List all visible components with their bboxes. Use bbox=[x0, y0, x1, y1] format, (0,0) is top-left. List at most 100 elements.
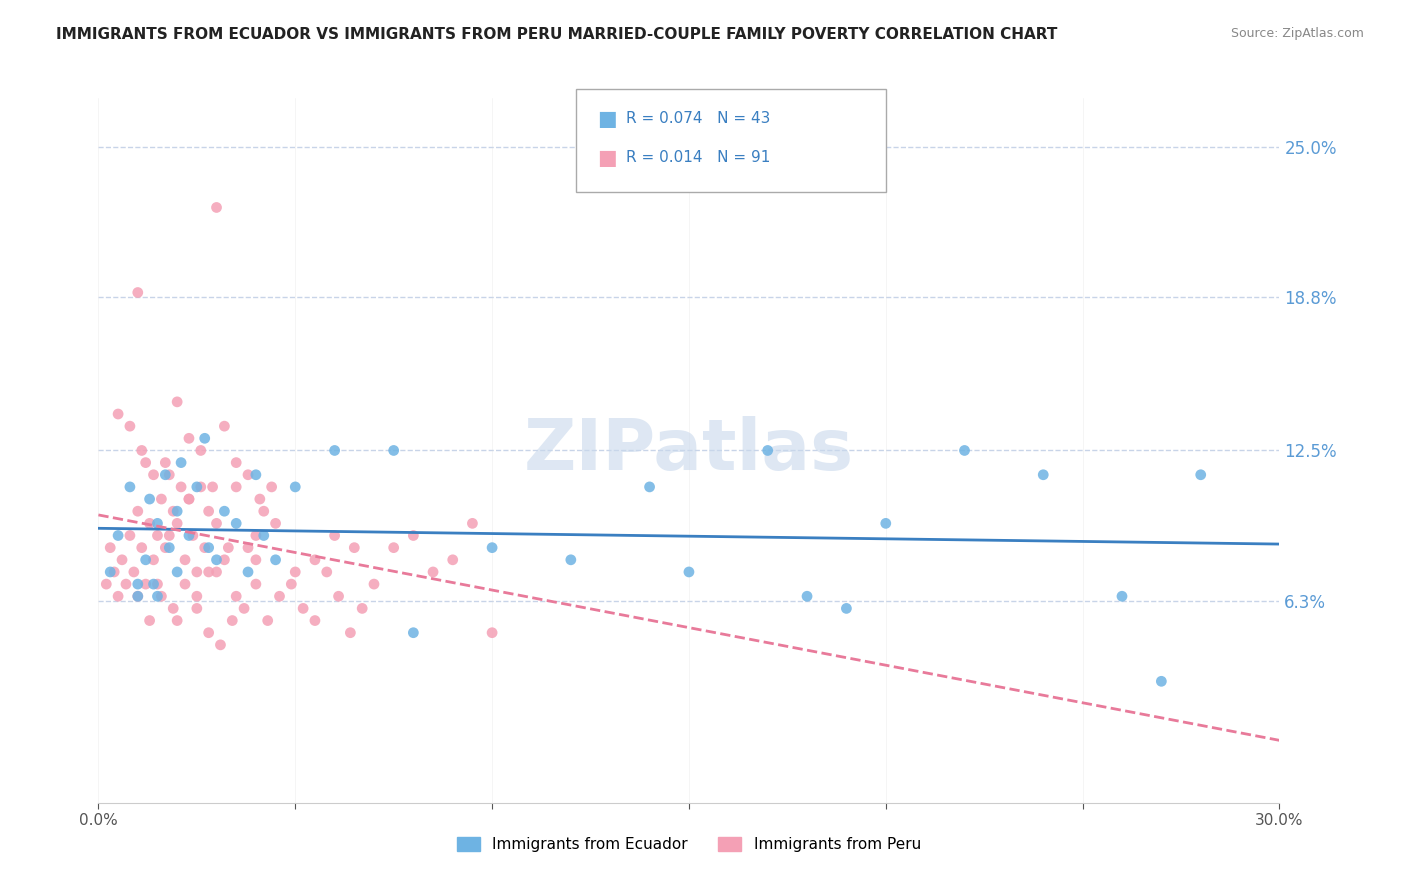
Point bbox=[205, 565, 228, 579]
Point bbox=[127, 285, 149, 300]
Point bbox=[197, 541, 219, 555]
Point bbox=[323, 528, 346, 542]
Point bbox=[157, 541, 180, 555]
Point bbox=[186, 480, 208, 494]
Point bbox=[441, 553, 464, 567]
Point bbox=[214, 553, 236, 567]
Point bbox=[146, 516, 169, 531]
Point bbox=[382, 541, 405, 555]
Point bbox=[127, 589, 149, 603]
Point bbox=[166, 395, 188, 409]
Point bbox=[236, 541, 259, 555]
Point bbox=[115, 577, 138, 591]
Point bbox=[166, 565, 188, 579]
Point bbox=[209, 638, 232, 652]
Text: ZIPatlas: ZIPatlas bbox=[524, 416, 853, 485]
Point bbox=[186, 565, 208, 579]
Point bbox=[214, 419, 236, 434]
Point bbox=[835, 601, 858, 615]
Point bbox=[177, 491, 200, 506]
Point bbox=[118, 480, 141, 494]
Point bbox=[150, 589, 173, 603]
Point bbox=[142, 577, 165, 591]
Point bbox=[264, 516, 287, 531]
Point bbox=[236, 565, 259, 579]
Point bbox=[1189, 467, 1212, 482]
Point bbox=[205, 553, 228, 567]
Point bbox=[146, 577, 169, 591]
Point bbox=[174, 577, 197, 591]
Point bbox=[146, 528, 169, 542]
Point bbox=[422, 565, 444, 579]
Point bbox=[225, 516, 247, 531]
Point bbox=[197, 565, 219, 579]
Point bbox=[197, 625, 219, 640]
Point bbox=[284, 480, 307, 494]
Point bbox=[190, 480, 212, 494]
Point bbox=[328, 589, 350, 603]
Point bbox=[461, 516, 484, 531]
Point bbox=[142, 467, 165, 482]
Point bbox=[253, 528, 276, 542]
Point bbox=[280, 577, 302, 591]
Point bbox=[194, 541, 217, 555]
Point bbox=[98, 541, 121, 555]
Point bbox=[135, 577, 157, 591]
Point bbox=[166, 516, 188, 531]
Point bbox=[402, 528, 425, 542]
Point bbox=[481, 541, 503, 555]
Point bbox=[382, 443, 405, 458]
Point bbox=[186, 589, 208, 603]
Point bbox=[253, 504, 276, 518]
Text: Source: ZipAtlas.com: Source: ZipAtlas.com bbox=[1230, 27, 1364, 40]
Point bbox=[197, 504, 219, 518]
Point bbox=[756, 443, 779, 458]
Point bbox=[150, 491, 173, 506]
Point bbox=[343, 541, 366, 555]
Point bbox=[157, 528, 180, 542]
Point bbox=[138, 491, 160, 506]
Point bbox=[122, 565, 145, 579]
Point bbox=[221, 614, 243, 628]
Point bbox=[177, 491, 200, 506]
Point bbox=[233, 601, 256, 615]
Point bbox=[177, 431, 200, 445]
Point bbox=[678, 565, 700, 579]
Point bbox=[127, 504, 149, 518]
Point bbox=[1111, 589, 1133, 603]
Point bbox=[1150, 674, 1173, 689]
Point bbox=[174, 553, 197, 567]
Point bbox=[138, 516, 160, 531]
Point bbox=[194, 431, 217, 445]
Point bbox=[245, 528, 267, 542]
Point bbox=[96, 577, 118, 591]
Text: R = 0.014   N = 91: R = 0.014 N = 91 bbox=[626, 151, 770, 165]
Point bbox=[256, 614, 278, 628]
Point bbox=[560, 553, 582, 567]
Point bbox=[181, 528, 204, 542]
Point bbox=[103, 565, 125, 579]
Point bbox=[118, 528, 141, 542]
Point bbox=[264, 553, 287, 567]
Point bbox=[166, 504, 188, 518]
Point bbox=[162, 504, 184, 518]
Point bbox=[363, 577, 385, 591]
Point bbox=[796, 589, 818, 603]
Point bbox=[214, 504, 236, 518]
Point bbox=[225, 480, 247, 494]
Point bbox=[245, 577, 267, 591]
Point bbox=[339, 625, 361, 640]
Point bbox=[166, 614, 188, 628]
Point bbox=[1032, 467, 1054, 482]
Point bbox=[352, 601, 374, 615]
Point bbox=[225, 456, 247, 470]
Point bbox=[118, 419, 141, 434]
Point bbox=[953, 443, 976, 458]
Point bbox=[131, 541, 153, 555]
Point bbox=[304, 553, 326, 567]
Point bbox=[269, 589, 291, 603]
Point bbox=[402, 625, 425, 640]
Point bbox=[155, 456, 177, 470]
Point bbox=[186, 601, 208, 615]
Point bbox=[127, 589, 149, 603]
